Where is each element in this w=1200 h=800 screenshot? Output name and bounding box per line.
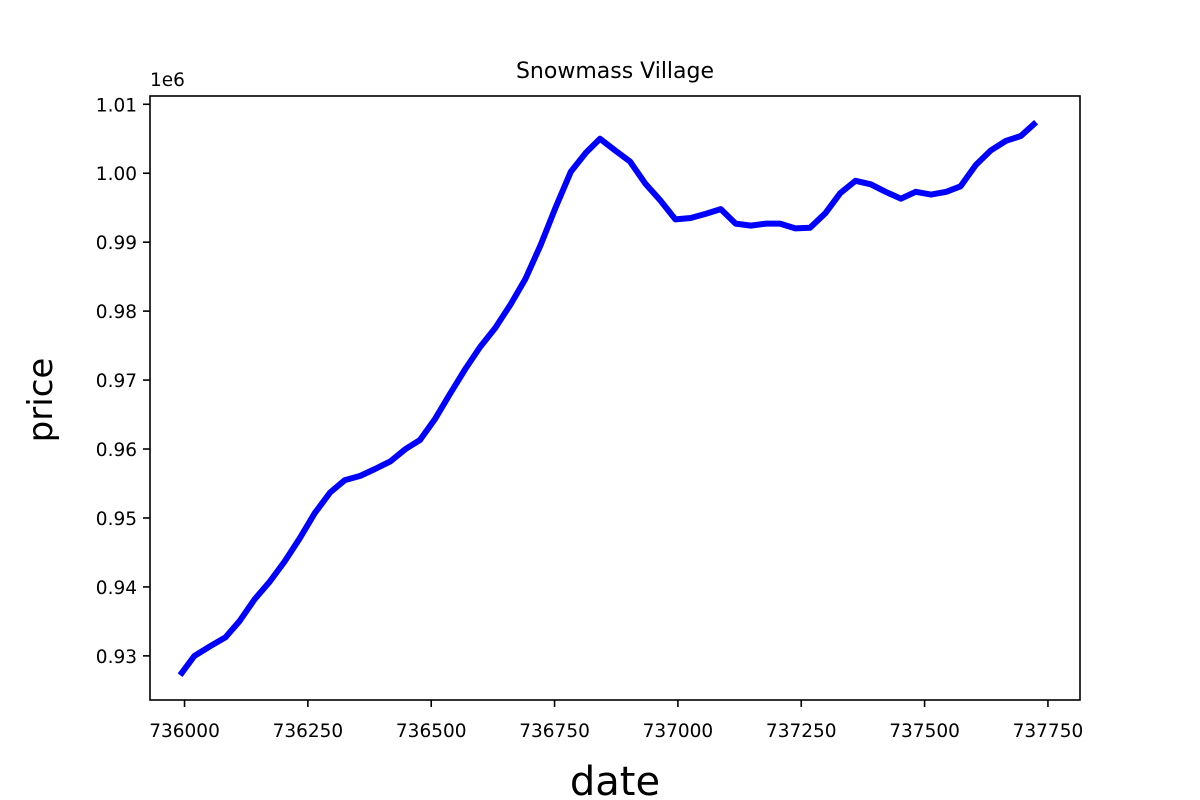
plot-area — [177, 119, 1039, 677]
y-axis-label: price — [21, 358, 61, 443]
y-tick-label: 0.99 — [96, 233, 137, 254]
y-tick-label: 0.93 — [96, 647, 137, 668]
series-line-0 — [177, 119, 1039, 677]
chart-title: Snowmass Village — [516, 59, 714, 84]
x-tick-label: 737250 — [766, 721, 837, 742]
y-tick-label: 0.96 — [96, 440, 137, 461]
x-tick-label: 736750 — [519, 721, 590, 742]
x-tick-label: 737750 — [1013, 721, 1084, 742]
y-tick-label: 0.98 — [96, 302, 137, 323]
x-tick-label: 737000 — [643, 721, 714, 742]
y-tick-label: 1.00 — [96, 164, 137, 185]
y-tick-label: 1.01 — [96, 95, 137, 116]
y-axis: 0.93 0.94 0.95 0.96 0.97 0.98 0.99 1.00 1.01 — [96, 95, 150, 668]
x-axis: 736000 736250 736500 736750 737000 737250 7375… — [149, 700, 1083, 742]
y-offset-label: 1e6 — [150, 70, 185, 91]
plot-frame — [149, 95, 1081, 701]
x-tick-label: 736000 — [149, 721, 220, 742]
y-tick-label: 0.94 — [96, 578, 137, 599]
y-tick-label: 0.97 — [96, 371, 137, 392]
x-tick-label: 736250 — [273, 721, 344, 742]
x-tick-label: 737500 — [889, 721, 960, 742]
y-tick-label: 0.95 — [96, 509, 137, 530]
x-axis-label: date — [570, 759, 660, 800]
x-tick-label: 736500 — [396, 721, 467, 742]
